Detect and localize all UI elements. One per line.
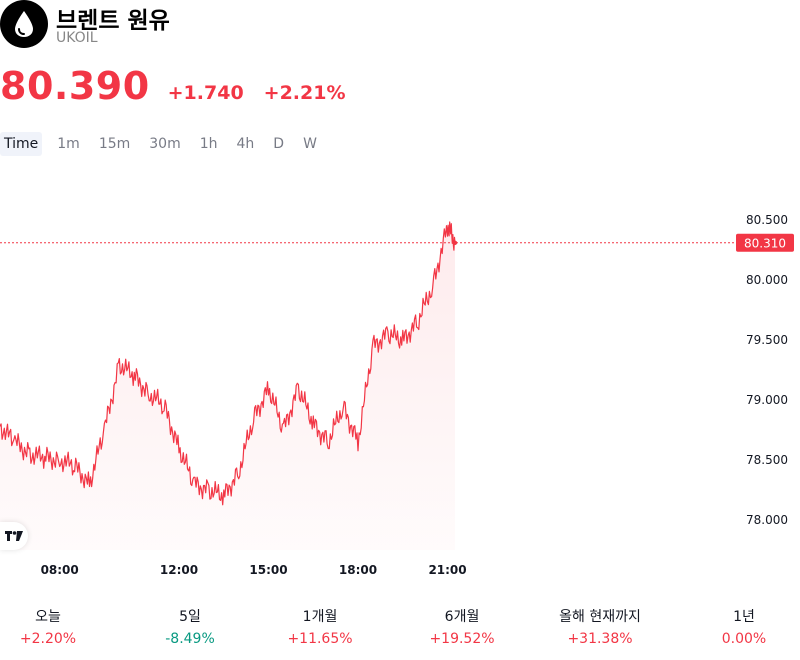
- period-value: -8.49%: [165, 631, 215, 647]
- x-tick-label: 15:00: [249, 563, 287, 577]
- period-value: 0.00%: [721, 631, 767, 647]
- price-area-fill: [0, 222, 455, 550]
- interval-1h[interactable]: 1h: [199, 136, 218, 152]
- last-price-dot: [452, 240, 458, 245]
- price-change: +1.740: [167, 82, 244, 104]
- y-tick-label: 80.500: [746, 213, 788, 227]
- period-label: 5일: [179, 609, 201, 625]
- interval-time[interactable]: Time: [0, 132, 43, 156]
- y-tick-label: 79.500: [746, 333, 788, 347]
- period-1y[interactable]: 1년 0.00%: [674, 606, 800, 650]
- oil-drop-icon: [0, 0, 48, 48]
- symbol-title: 브렌트 원유: [56, 8, 170, 34]
- x-tick-label: 08:00: [41, 563, 79, 577]
- symbol-ticker: UKOIL: [56, 30, 98, 46]
- x-tick-label: 21:00: [428, 563, 466, 577]
- interval-30m[interactable]: 30m: [149, 136, 181, 152]
- period-5d[interactable]: 5일 -8.49%: [120, 606, 260, 650]
- last-price-tag-label: 80.310: [744, 236, 786, 250]
- performance-periods: 오늘 +2.20% 5일 -8.49% 1개월 +11.65% 6개월 +19.…: [0, 606, 800, 656]
- interval-w[interactable]: W: [303, 136, 317, 152]
- quote-row: 80.390 +1.740 +2.21%: [0, 64, 346, 108]
- period-label: 6개월: [444, 609, 480, 625]
- period-value: +31.38%: [567, 631, 633, 647]
- period-label: 1개월: [302, 609, 338, 625]
- tradingview-logo-icon[interactable]: [0, 522, 28, 550]
- period-label: 1년: [733, 609, 755, 625]
- period-today[interactable]: 오늘 +2.20%: [0, 606, 118, 650]
- last-price: 80.390: [0, 64, 150, 108]
- interval-1m[interactable]: 1m: [57, 136, 80, 152]
- symbol-header: 브렌트 원유 UKOIL: [0, 0, 800, 60]
- y-tick-label: 79.000: [746, 393, 788, 407]
- period-value: +11.65%: [287, 631, 353, 647]
- price-line: [0, 221, 456, 506]
- y-tick-label: 78.000: [746, 513, 788, 527]
- period-label: 오늘: [35, 609, 61, 625]
- period-1m[interactable]: 1개월 +11.65%: [250, 606, 390, 650]
- x-tick-label: 12:00: [160, 563, 198, 577]
- period-6m[interactable]: 6개월 +19.52%: [392, 606, 532, 650]
- x-tick-label: 18:00: [339, 563, 377, 577]
- interval-4h[interactable]: 4h: [236, 136, 255, 152]
- period-value: +19.52%: [429, 631, 495, 647]
- interval-d[interactable]: D: [273, 136, 285, 152]
- y-tick-label: 78.500: [746, 453, 788, 467]
- interval-selector: Time 1m 15m 30m 1h 4h D W: [0, 132, 332, 156]
- price-change-percent: +2.21%: [263, 82, 346, 104]
- period-ytd[interactable]: 올해 현재까지 +31.38%: [530, 606, 670, 650]
- period-label: 올해 현재까지: [559, 609, 641, 625]
- y-tick-label: 80.000: [746, 273, 788, 287]
- interval-15m[interactable]: 15m: [98, 136, 131, 152]
- price-chart[interactable]: 80.310 80.500 80.000 79.500 79.000 78.500 78.0…: [0, 170, 800, 590]
- last-price-tag: [736, 233, 794, 252]
- period-value: +2.20%: [19, 631, 77, 647]
